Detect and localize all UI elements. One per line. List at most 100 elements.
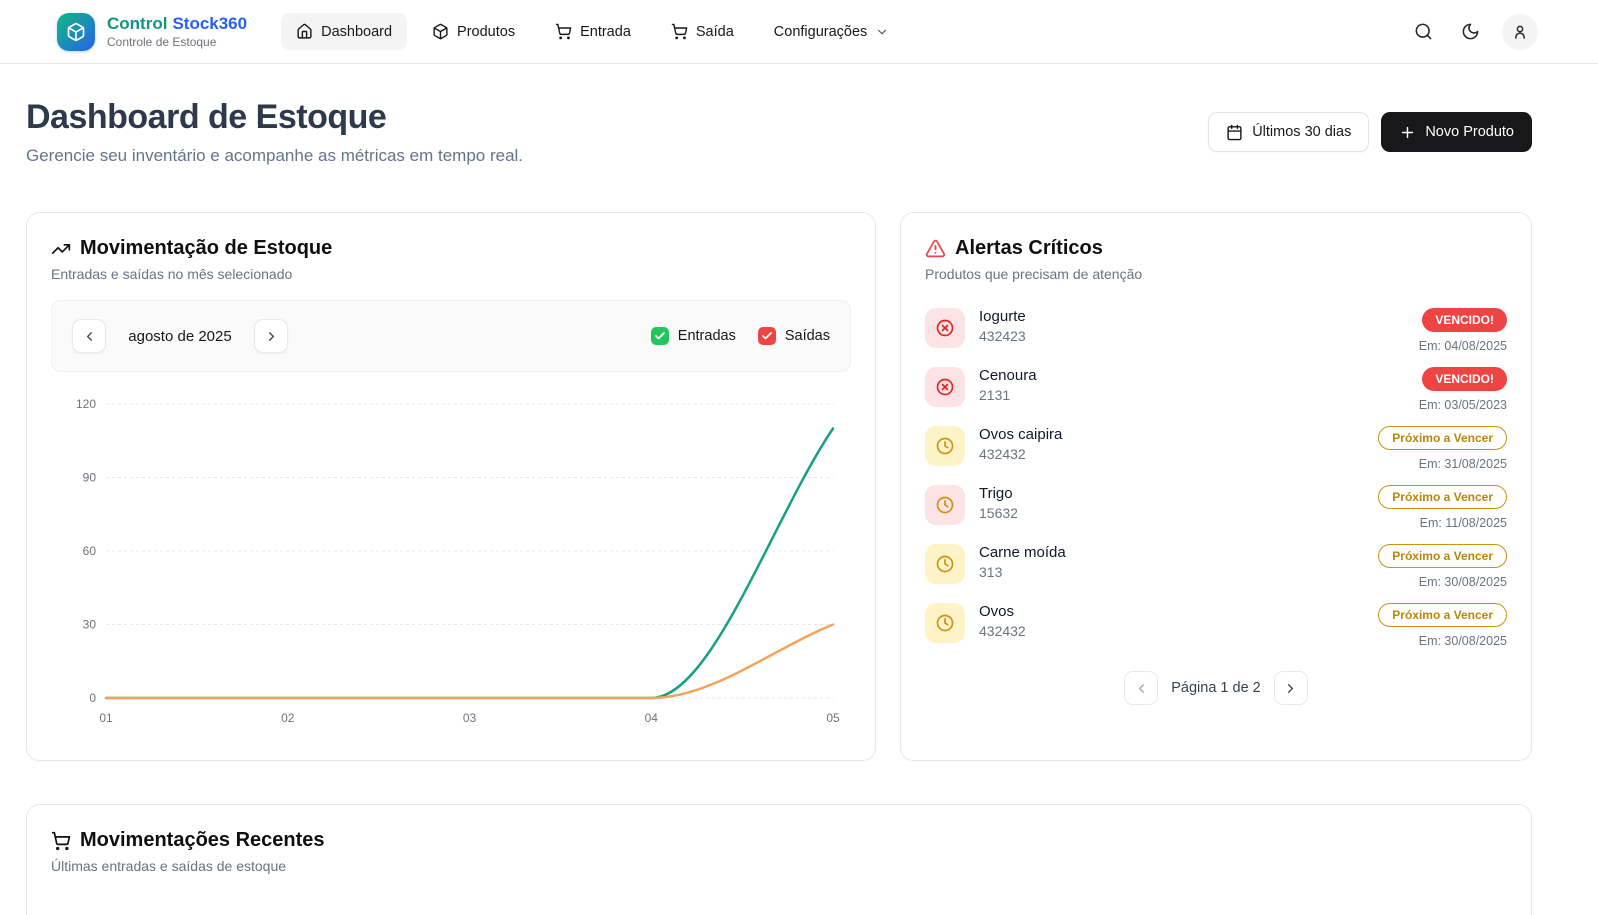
search-button[interactable] <box>1408 16 1439 47</box>
month-selector-bar: agosto de 2025 Entradas <box>51 300 851 372</box>
alert-row: Cenoura 2131 VENCIDO! Em: 03/05/2023 <box>925 367 1507 413</box>
brand-name-primary: Control <box>107 13 168 33</box>
alert-expiry-date: Em: 04/08/2025 <box>1418 339 1507 353</box>
header-actions: Últimos 30 dias Novo Produto <box>1208 112 1532 152</box>
alert-status-icon-wrap <box>925 603 965 643</box>
previous-month-button[interactable] <box>72 319 106 353</box>
x-axis-tick: 03 <box>463 711 477 725</box>
clock-icon <box>936 555 954 573</box>
y-axis-tick: 0 <box>89 691 96 705</box>
stock-movement-card: Movimentação de Estoque Entradas e saída… <box>26 212 876 761</box>
line-chart-svg: 0 30 60 90 120 01 02 03 04 05 <box>76 397 840 725</box>
alert-product-name: Iogurte <box>979 308 1026 325</box>
pagination-next-button[interactable] <box>1273 671 1308 705</box>
alert-status: VENCIDO! Em: 04/08/2025 <box>1419 308 1507 353</box>
alert-product-name: Carne moída <box>979 544 1066 561</box>
search-icon <box>1415 23 1432 40</box>
check-icon <box>654 332 665 340</box>
clock-icon <box>936 437 954 455</box>
main-nav: Dashboard Produtos Entrada Saída Configu <box>281 13 904 50</box>
legend-saidas-label: Saídas <box>784 328 830 344</box>
navbar-actions <box>1408 13 1538 50</box>
critical-alerts-title: Alertas Críticos <box>925 237 1507 260</box>
shopping-cart-icon <box>51 831 71 850</box>
calendar-icon <box>1227 124 1242 140</box>
nav-item-entrada[interactable]: Entrada <box>540 13 646 50</box>
user-icon <box>1515 25 1525 39</box>
brand-text: Control Stock360 Controle de Estoque <box>107 14 247 49</box>
alert-status: VENCIDO! Em: 03/05/2023 <box>1419 367 1507 412</box>
alert-status: Próximo a Vencer Em: 11/08/2025 <box>1378 485 1507 530</box>
nav-item-dashboard[interactable]: Dashboard <box>281 13 408 50</box>
alert-status-badge: Próximo a Vencer <box>1378 485 1507 509</box>
alert-status-badge: VENCIDO! <box>1422 308 1507 332</box>
nav-item-configuracoes[interactable]: Configurações <box>759 14 905 50</box>
package-icon <box>67 22 85 41</box>
brand: Control Stock360 Controle de Estoque <box>57 12 247 51</box>
recent-movements-subtitle: Últimas entradas e saídas de estoque <box>51 858 287 874</box>
shopping-cart-icon <box>555 23 572 40</box>
alerts-list: Iogurte 432423 VENCIDO! Em: 04/08/2025 Cenou… <box>925 308 1507 649</box>
alert-product-info: Trigo 15632 <box>979 485 1018 521</box>
critical-alerts-card: Alertas Críticos Produtos que precisam d… <box>900 212 1532 761</box>
legend-entradas-label: Entradas <box>677 328 736 344</box>
x-axis-tick: 01 <box>99 711 113 725</box>
y-axis-tick: 90 <box>83 471 97 485</box>
user-menu-button[interactable] <box>1502 13 1538 50</box>
nav-item-label: Configurações <box>773 23 868 40</box>
chevron-down-icon <box>878 29 887 34</box>
x-axis-tick: 04 <box>645 711 659 725</box>
alert-product-code: 432423 <box>979 328 1026 344</box>
alert-product-info: Iogurte 432423 <box>979 308 1026 344</box>
saidas-checkbox[interactable] <box>757 327 776 345</box>
recent-movements-card: Movimentações Recentes Últimas entradas … <box>26 804 1532 915</box>
pagination-previous-button[interactable] <box>1124 671 1159 705</box>
clock-icon <box>936 496 954 514</box>
page-subtitle: Gerencie seu inventário e acompanhe as m… <box>26 146 524 165</box>
period-filter-button[interactable]: Últimos 30 dias <box>1208 112 1370 152</box>
alert-product-name: Ovos <box>979 603 1015 620</box>
selected-month-label: agosto de 2025 <box>128 327 232 345</box>
alert-row: Iogurte 432423 VENCIDO! Em: 04/08/2025 <box>925 308 1507 354</box>
alert-status-badge: Próximo a Vencer <box>1378 544 1507 568</box>
alert-product-name: Trigo <box>979 485 1013 502</box>
critical-alerts-subtitle: Produtos que precisam de atenção <box>925 266 1143 282</box>
recent-movements-title: Movimentações Recentes <box>51 829 1507 852</box>
legend-saidas[interactable]: Saídas <box>757 327 830 345</box>
alert-product-code: 15632 <box>979 505 1018 521</box>
alert-status: Próximo a Vencer Em: 31/08/2025 <box>1378 426 1507 471</box>
alerts-pagination: Página 1 de 2 <box>925 671 1507 705</box>
alert-expiry-date: Em: 11/08/2025 <box>1419 516 1507 530</box>
new-product-button[interactable]: Novo Produto <box>1381 112 1532 152</box>
house-icon <box>297 23 312 39</box>
entradas-checkbox[interactable] <box>650 327 669 345</box>
alert-status: Próximo a Vencer Em: 30/08/2025 <box>1378 603 1507 648</box>
alert-status-icon-wrap <box>925 544 965 584</box>
critical-alerts-title-text: Alertas Críticos <box>955 237 1103 259</box>
chevron-left-icon <box>86 331 92 341</box>
alert-expiry-date: Em: 30/08/2025 <box>1418 575 1507 589</box>
moon-icon <box>1462 23 1479 40</box>
alert-product-code: 313 <box>979 564 1003 580</box>
y-axis-tick: 30 <box>83 618 97 632</box>
next-month-button[interactable] <box>254 319 288 353</box>
alert-product-code: 432432 <box>979 446 1026 462</box>
brand-name-secondary: Stock360 <box>172 13 248 33</box>
dark-mode-toggle[interactable] <box>1455 16 1486 47</box>
chevron-left-icon <box>1138 683 1144 693</box>
legend-entradas[interactable]: Entradas <box>650 327 736 345</box>
circle-x-icon <box>936 319 954 337</box>
app-logo <box>57 12 95 51</box>
alert-expiry-date: Em: 03/05/2023 <box>1418 398 1507 412</box>
page-header: Dashboard de Estoque Gerencie seu invent… <box>26 98 1532 166</box>
chart-legend: Entradas Saídas <box>650 327 830 345</box>
nav-item-produtos[interactable]: Produtos <box>417 13 530 50</box>
stock-movement-title: Movimentação de Estoque <box>51 237 851 260</box>
alert-status-icon-wrap <box>925 426 965 466</box>
nav-item-saida[interactable]: Saída <box>656 13 749 50</box>
shopping-cart-icon <box>671 23 688 40</box>
recent-movements-title-text: Movimentações Recentes <box>80 829 325 851</box>
alert-status: Próximo a Vencer Em: 30/08/2025 <box>1378 544 1507 589</box>
plus-icon <box>1402 126 1414 138</box>
chevron-right-icon <box>268 331 274 341</box>
